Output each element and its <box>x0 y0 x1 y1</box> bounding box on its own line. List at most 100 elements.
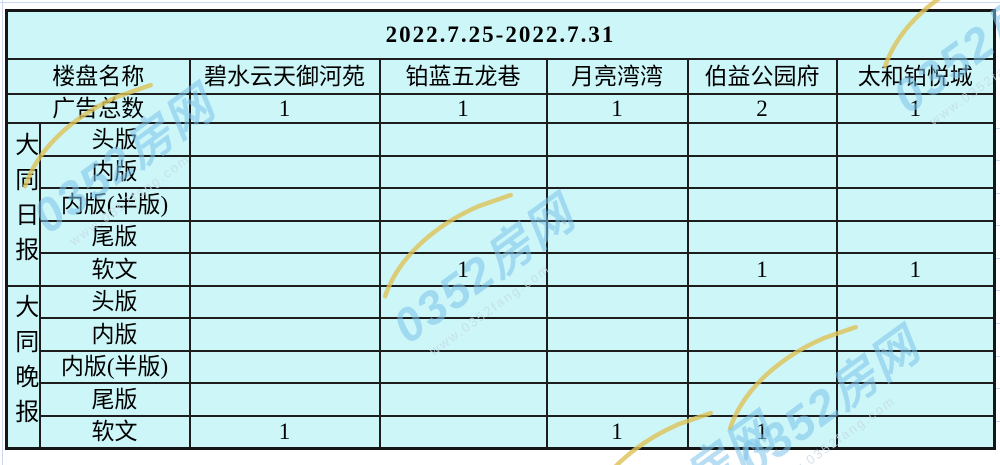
cell-value <box>545 382 689 417</box>
table-row: 大同日报 头版 <box>5 122 996 287</box>
cell-value <box>835 219 996 254</box>
excel-gridline <box>994 128 1000 129</box>
table-row: 内版 <box>7 154 996 189</box>
cell-value: 1 <box>545 414 689 450</box>
column-header-property-name: 楼盘名称 <box>5 58 191 95</box>
cell-value <box>378 154 548 189</box>
cell-value <box>188 187 381 222</box>
total-ads-row: 广告总数 1 1 1 2 1 <box>5 93 996 124</box>
cell-value <box>188 382 381 417</box>
row-label: 内版 <box>38 317 191 352</box>
row-label: 尾版 <box>38 382 191 417</box>
table-row: 软文 1 1 1 <box>7 414 996 450</box>
cell-value <box>835 414 996 450</box>
cell-value <box>686 154 838 189</box>
cell-value <box>545 349 689 384</box>
excel-gridline <box>0 2 1000 3</box>
cell-value <box>378 349 548 384</box>
cell-value <box>378 317 548 352</box>
cell-value: 1 <box>378 93 548 124</box>
group-label-datong-daily: 大同日报 <box>5 122 41 287</box>
row-label: 头版 <box>38 122 191 157</box>
cell-value <box>686 349 838 384</box>
cell-value <box>835 154 996 189</box>
cell-value <box>835 349 996 384</box>
row-label: 内版 <box>38 154 191 189</box>
cell-value: 1 <box>188 414 381 450</box>
excel-gridline <box>2 0 3 465</box>
excel-gridline <box>994 258 1000 259</box>
cell-value: 1 <box>686 252 838 287</box>
row-label: 软文 <box>38 252 191 287</box>
cell-value <box>188 219 381 254</box>
cell-value <box>378 382 548 417</box>
table-row: 内版(半版) <box>7 187 996 222</box>
cell-value <box>835 284 996 319</box>
cell-value <box>378 219 548 254</box>
cell-value <box>545 252 689 287</box>
table-row: 大同晚报 头版 <box>5 284 996 450</box>
cell-value <box>378 414 548 450</box>
excel-gridline <box>994 356 1000 357</box>
column-header-property: 碧水云天御河苑 <box>188 58 381 95</box>
group-label-datong-evening: 大同晚报 <box>5 284 41 450</box>
ad-schedule-table: 2022.7.25-2022.7.31 楼盘名称 碧水云天御河苑 铂蓝五龙巷 月… <box>5 9 997 450</box>
cell-value <box>188 154 381 189</box>
cell-value: 2 <box>686 93 838 124</box>
cell-value <box>545 219 689 254</box>
cell-value <box>188 317 381 352</box>
group-label-text: 大同日报 <box>10 131 37 272</box>
cell-value <box>686 187 838 222</box>
date-range-title: 2022.7.25-2022.7.31 <box>5 9 996 60</box>
cell-value <box>188 284 381 319</box>
table-row: 软文 1 1 1 <box>7 252 996 287</box>
cell-value: 1 <box>545 93 689 124</box>
cell-value: 1 <box>378 252 548 287</box>
excel-gridline <box>994 290 1000 291</box>
cell-value <box>378 122 548 157</box>
cell-value <box>835 187 996 222</box>
cell-value <box>835 122 996 157</box>
cell-value: 1 <box>686 414 838 450</box>
excel-gridline <box>994 421 1000 422</box>
column-header-property: 太和铂悦城 <box>835 58 996 95</box>
cell-value: 1 <box>188 93 381 124</box>
row-label: 尾版 <box>38 219 191 254</box>
cell-value <box>686 284 838 319</box>
cell-value <box>545 284 689 319</box>
cell-value <box>835 317 996 352</box>
table-row: 内版 <box>7 317 996 352</box>
cell-value: 1 <box>835 252 996 287</box>
table-row: 尾版 <box>7 382 996 417</box>
cell-value <box>545 122 689 157</box>
cell-value <box>686 219 838 254</box>
table-row: 尾版 <box>7 219 996 254</box>
column-header-property: 月亮湾湾 <box>545 58 689 95</box>
cell-value <box>545 154 689 189</box>
cell-value <box>686 382 838 417</box>
cell-value <box>686 317 838 352</box>
excel-gridline <box>994 225 1000 226</box>
excel-gridline <box>994 193 1000 194</box>
cell-value <box>835 382 996 417</box>
cell-value <box>188 349 381 384</box>
column-header-property: 伯益公园府 <box>686 58 838 95</box>
header-row: 楼盘名称 碧水云天御河苑 铂蓝五龙巷 月亮湾湾 伯益公园府 太和铂悦城 <box>5 58 996 95</box>
excel-gridline <box>994 323 1000 324</box>
column-header-property: 铂蓝五龙巷 <box>378 58 548 95</box>
cell-value <box>378 284 548 319</box>
row-label: 内版(半版) <box>38 187 191 222</box>
cell-value <box>545 187 689 222</box>
cell-value <box>188 252 381 287</box>
row-label-total-ads: 广告总数 <box>5 93 191 124</box>
group-label-text: 大同晚报 <box>10 294 37 435</box>
excel-gridline <box>994 388 1000 389</box>
cell-value <box>545 317 689 352</box>
table-row: 内版(半版) <box>7 349 996 384</box>
title-row: 2022.7.25-2022.7.31 <box>5 9 996 60</box>
cell-value <box>188 122 381 157</box>
cell-value: 1 <box>835 93 996 124</box>
row-label: 头版 <box>38 284 191 319</box>
excel-gridline <box>994 160 1000 161</box>
